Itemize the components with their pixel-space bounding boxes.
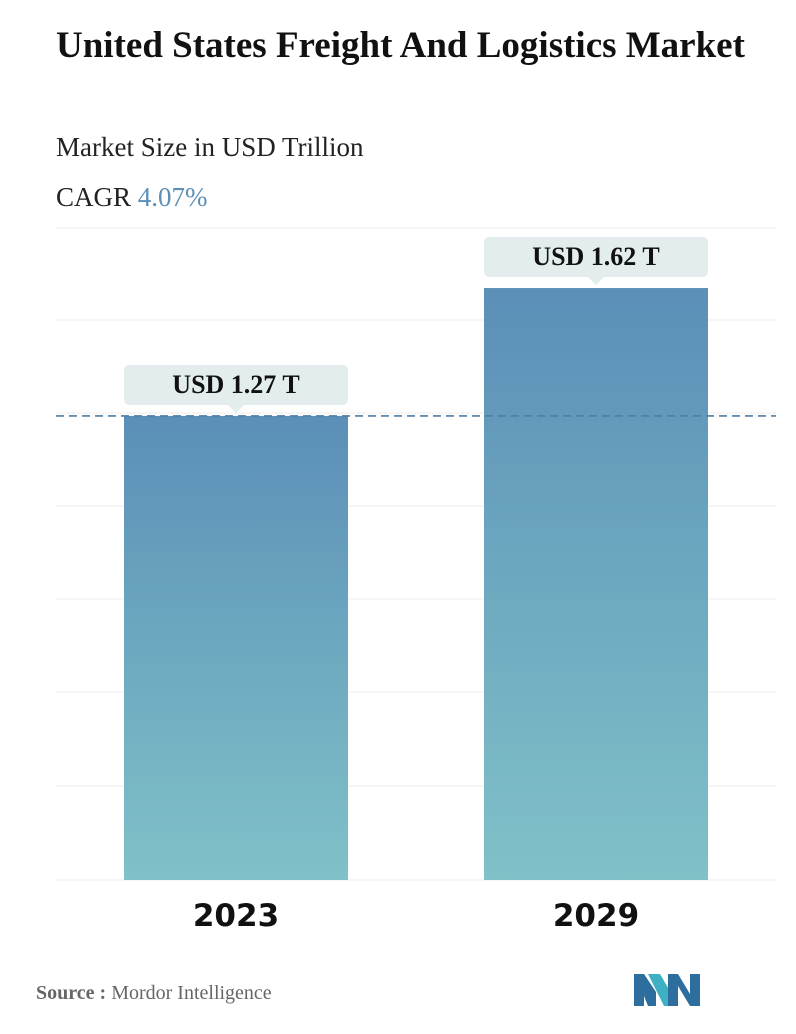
data-labels: USD 1.27 T USD 1.62 T	[124, 237, 708, 413]
mordor-logo-icon	[634, 974, 700, 1006]
cagr-label: CAGR	[56, 182, 132, 212]
bars	[124, 288, 708, 880]
data-label: USD 1.27 T	[172, 370, 299, 399]
data-label-box	[124, 364, 348, 413]
cagr-value: 4.07%	[137, 182, 208, 212]
source-text: Mordor Intelligence	[111, 982, 272, 1004]
cagr-text: CAGR 4.07%	[56, 182, 208, 213]
x-tick-label: 2029	[553, 898, 639, 934]
data-label: USD 1.62 T	[532, 242, 659, 271]
bar-2029	[484, 288, 708, 880]
x-axis-ticks: 2023 2029	[193, 898, 639, 934]
source-note: Source : Mordor Intelligence	[36, 982, 272, 1005]
data-label-box	[484, 237, 708, 286]
source-label: Source :	[36, 982, 107, 1004]
chart-title: United States Freight And Logistics Mark…	[56, 25, 745, 66]
bar-2023	[124, 415, 348, 880]
bar-chart: USD 1.27 T USD 1.62 T 2023 2029	[56, 227, 776, 934]
chart-subtitle: Market Size in USD Trillion	[56, 132, 364, 162]
x-tick-label: 2023	[193, 898, 279, 934]
